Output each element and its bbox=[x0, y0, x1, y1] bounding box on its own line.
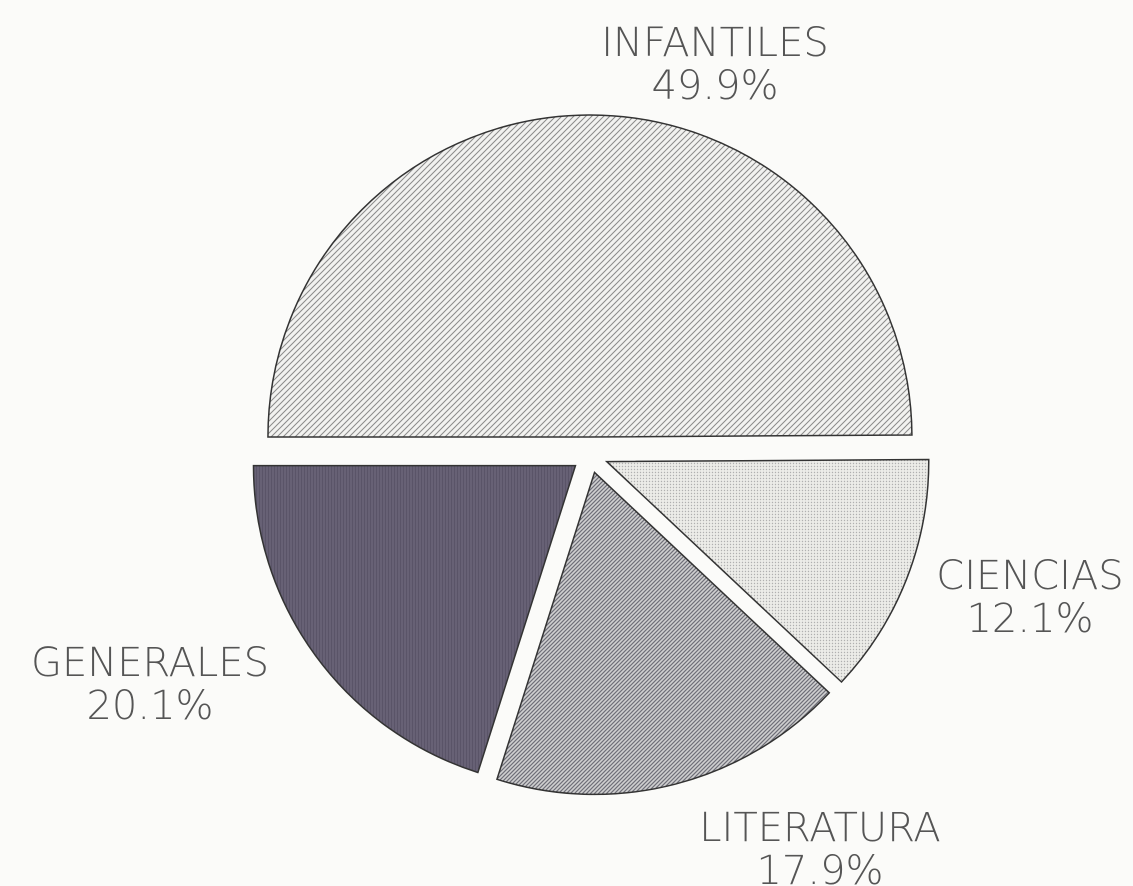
slice-value-label: 12.1% bbox=[966, 596, 1093, 642]
slice-value-label: 17.9% bbox=[756, 848, 883, 886]
pie-slice bbox=[496, 471, 831, 796]
slice-value-label: 20.1% bbox=[86, 683, 213, 729]
slice-label: GENERALES bbox=[31, 640, 269, 686]
slice-label: CIENCIAS bbox=[936, 553, 1123, 599]
pie-slice bbox=[604, 458, 930, 684]
slice-label: INFANTILES bbox=[601, 20, 829, 66]
pie-slice bbox=[267, 114, 913, 438]
pie-slice bbox=[252, 464, 577, 774]
slice-label: LITERATURA bbox=[699, 805, 940, 851]
slice-value-label: 49.9% bbox=[651, 63, 778, 109]
